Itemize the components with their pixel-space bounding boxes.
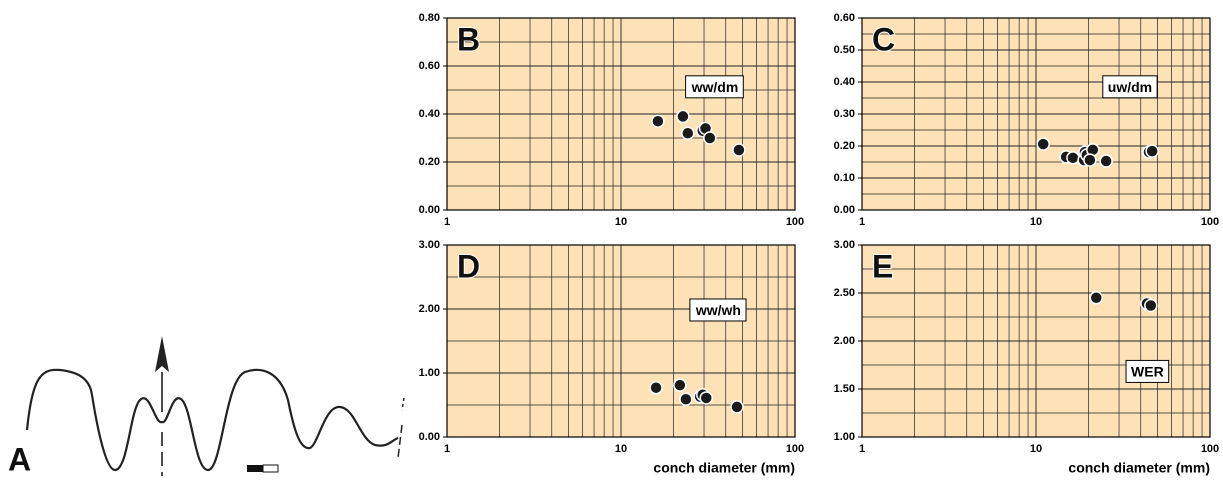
data-point [649, 380, 663, 395]
x-tick-label: 1 [444, 216, 450, 228]
panel-label: C [872, 21, 895, 57]
y-tick-label: 1.00 [419, 367, 440, 379]
plot-frame [446, 244, 796, 438]
panel-label: E [872, 248, 893, 284]
x-tick-label: 10 [615, 443, 627, 455]
panel-label: D [457, 248, 480, 284]
data-point [679, 392, 693, 406]
panel-label: B [457, 21, 480, 57]
data-point [730, 400, 744, 414]
y-tick-label: 0.40 [834, 76, 855, 88]
suture-drawing [25, 336, 405, 476]
y-tick-label: 0.80 [419, 12, 440, 24]
x-axis-label: conch diameter (mm) [653, 460, 795, 476]
y-tick-label: 2.50 [834, 287, 855, 299]
data-point [732, 143, 746, 157]
data-point [1083, 153, 1097, 167]
x-tick-label: 10 [1030, 216, 1042, 228]
plot-frame [861, 244, 1211, 438]
arrow-head [155, 336, 169, 372]
data-point [1144, 298, 1158, 313]
annotation-frame [1102, 75, 1158, 99]
y-tick-label: 0.00 [419, 204, 440, 216]
x-tick-label: 1 [444, 443, 450, 455]
scale-bar-black [247, 465, 263, 472]
annotation: uw/dm [1108, 79, 1152, 95]
x-axis-label: conch diameter (mm) [1068, 460, 1210, 476]
break-mark [397, 424, 403, 459]
annotation-box: WER [1125, 359, 1170, 383]
y-tick-label: 0.60 [419, 60, 440, 72]
x-tick-label: 100 [786, 443, 804, 455]
x-tick-label: 10 [1030, 443, 1042, 455]
data-point [703, 131, 717, 145]
data-point [681, 126, 695, 140]
y-tick-label: 0.00 [419, 431, 440, 443]
data-point [1089, 291, 1104, 305]
annotation: WER [1131, 363, 1164, 379]
y-tick-label: 0.10 [834, 172, 855, 184]
y-tick-label: 0.20 [419, 156, 440, 168]
y-tick-label: 0.20 [834, 140, 855, 152]
y-tick-label: 1.50 [834, 383, 855, 395]
x-tick-label: 1 [859, 216, 865, 228]
y-tick-label: 3.00 [419, 239, 440, 251]
y-tick-label: 0.50 [834, 44, 855, 56]
data-point [1036, 137, 1050, 151]
data-point [1066, 151, 1080, 165]
x-tick-label: 10 [615, 216, 627, 228]
y-tick-label: 2.00 [419, 303, 440, 315]
y-tick-label: 0.30 [834, 108, 855, 120]
plot-frame [446, 17, 796, 211]
annotation-frame [689, 298, 747, 322]
x-tick-label: 100 [1201, 216, 1219, 228]
y-tick-label: 1.00 [834, 431, 855, 443]
data-point [676, 109, 690, 124]
annotation-frame [1125, 359, 1170, 383]
annotation-box: ww/wh [689, 298, 747, 322]
data-point [1099, 154, 1113, 168]
data-point [699, 391, 714, 405]
annotation: ww/wh [695, 302, 741, 318]
suture-line [25, 368, 399, 472]
data-point [673, 378, 687, 392]
annotation: ww/dm [691, 79, 739, 95]
break-mark [401, 397, 405, 411]
y-tick-label: 0.00 [834, 204, 855, 216]
annotation-box: uw/dm [1102, 75, 1158, 99]
x-tick-label: 100 [1201, 443, 1219, 455]
x-tick-label: 1 [859, 443, 865, 455]
panel-label: A [8, 441, 31, 477]
annotation-frame [685, 75, 744, 99]
y-tick-label: 0.40 [419, 108, 440, 120]
y-tick-label: 0.60 [834, 12, 855, 24]
data-point [1145, 144, 1159, 158]
y-tick-label: 2.00 [834, 335, 855, 347]
data-point [651, 114, 665, 128]
y-tick-label: 3.00 [834, 239, 855, 251]
scale-bar-white [262, 464, 279, 473]
annotation-box: ww/dm [685, 75, 744, 99]
x-tick-label: 100 [786, 216, 804, 228]
plot-frame [861, 17, 1211, 211]
